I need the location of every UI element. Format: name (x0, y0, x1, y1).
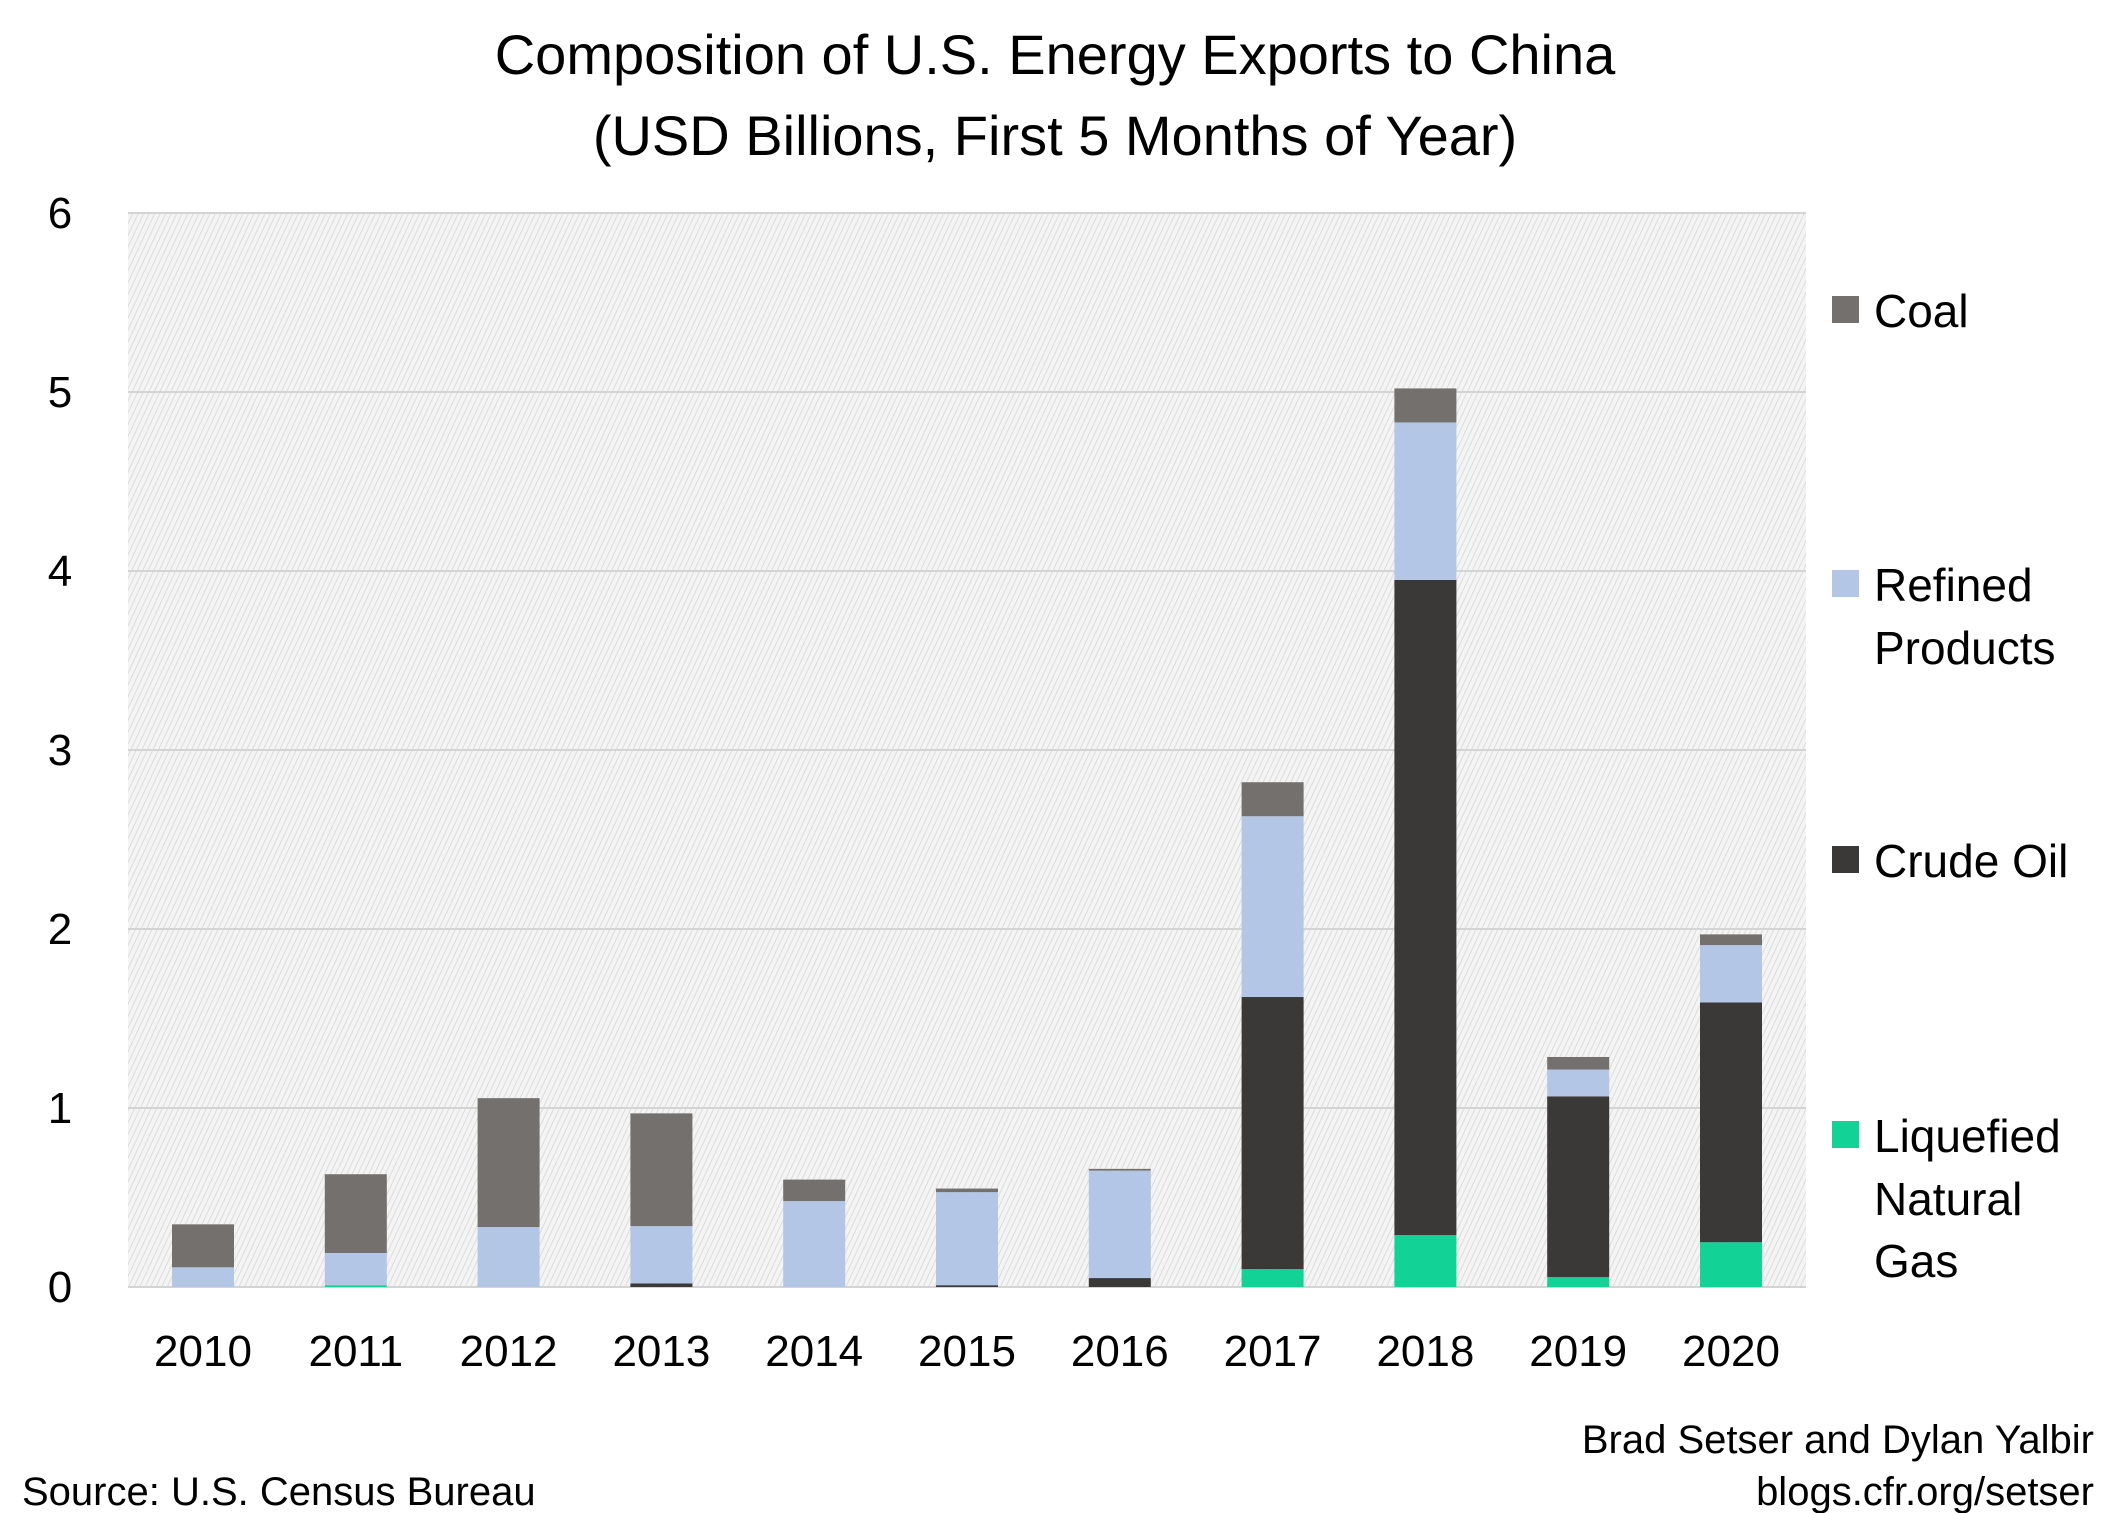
legend-label-liquefied-natural-gas: Natural (1874, 1173, 2022, 1225)
bar-segment-crude-oil-2020 (1700, 1002, 1762, 1243)
bar-segment-refined-products-2017 (1241, 816, 1304, 998)
x-tick-label: 2016 (1071, 1327, 1169, 1376)
bar-segment-liquefied-natural-gas-2017 (1241, 1269, 1304, 1287)
chart-subtitle: (USD Billions, First 5 Months of Year) (593, 104, 1517, 167)
bar-segment-liquefied-natural-gas-2018 (1394, 1235, 1457, 1287)
legend-label-refined-products: Products (1874, 622, 2056, 674)
y-tick-label: 1 (48, 1084, 72, 1133)
bar-segment-crude-oil-2015 (936, 1285, 998, 1287)
bar-segment-refined-products-2012 (477, 1227, 540, 1287)
bar-segment-refined-products-2020 (1700, 945, 1762, 1003)
legend-label-crude-oil: Crude Oil (1874, 835, 2068, 887)
bar-segment-crude-oil-2013 (630, 1283, 693, 1287)
bar-segment-crude-oil-2019 (1547, 1096, 1610, 1278)
x-tick-label: 2011 (308, 1327, 403, 1376)
bar-segment-refined-products-2018 (1394, 422, 1457, 580)
legend-swatch-refined-products (1832, 570, 1859, 597)
bar-segment-coal-2013 (630, 1113, 693, 1227)
bar-segment-coal-2016 (1088, 1168, 1151, 1171)
credit-authors: Brad Setser and Dylan Yalbir (1582, 1418, 2094, 1462)
bar-segment-crude-oil-2017 (1241, 997, 1304, 1270)
legend-swatch-liquefied-natural-gas (1832, 1121, 1859, 1148)
bar-segment-refined-products-2019 (1547, 1069, 1610, 1097)
x-tick-label: 2017 (1224, 1327, 1322, 1376)
source-note: Source: U.S. Census Bureau (22, 1470, 536, 1513)
legend-label-liquefied-natural-gas: Gas (1874, 1235, 1958, 1287)
legend-swatch-crude-oil (1832, 846, 1859, 873)
bar-segment-coal-2014 (783, 1179, 846, 1202)
bar-segment-crude-oil-2018 (1394, 579, 1457, 1236)
legend-label-coal: Coal (1874, 285, 1969, 337)
bar-segment-liquefied-natural-gas-2020 (1700, 1242, 1762, 1287)
y-tick-label: 5 (48, 368, 72, 417)
bar-segment-refined-products-2011 (324, 1252, 387, 1286)
bar-segment-coal-2012 (477, 1098, 540, 1228)
x-tick-label: 2014 (765, 1327, 863, 1376)
y-tick-label: 0 (48, 1263, 72, 1312)
chart-title: Composition of U.S. Energy Exports to Ch… (495, 23, 1616, 86)
bar-segment-liquefied-natural-gas-2019 (1547, 1277, 1610, 1287)
bar-segment-refined-products-2010 (172, 1267, 234, 1287)
bar-segment-coal-2019 (1547, 1056, 1610, 1070)
legend-label-liquefied-natural-gas: Liquefied (1874, 1110, 2061, 1162)
bar-segment-coal-2017 (1241, 782, 1304, 817)
bar-segment-refined-products-2016 (1088, 1170, 1151, 1279)
x-tick-label: 2018 (1376, 1327, 1474, 1376)
bar-segment-refined-products-2014 (783, 1201, 846, 1287)
x-tick-label: 2020 (1682, 1327, 1780, 1376)
bar-segment-coal-2010 (172, 1224, 234, 1268)
credit-site: blogs.cfr.org/setser (1756, 1470, 2094, 1513)
bar-segment-liquefied-natural-gas-2011 (324, 1285, 387, 1287)
bar-segment-refined-products-2015 (936, 1192, 998, 1286)
bar-segment-crude-oil-2016 (1088, 1278, 1151, 1287)
bar-segment-refined-products-2013 (630, 1226, 693, 1284)
y-tick-label: 4 (48, 547, 72, 596)
x-tick-label: 2015 (918, 1327, 1016, 1376)
x-tick-label: 2019 (1529, 1327, 1627, 1376)
bar-segment-coal-2015 (936, 1188, 998, 1193)
y-tick-label: 2 (48, 905, 72, 954)
y-tick-label: 3 (48, 726, 72, 775)
bar-segment-coal-2018 (1394, 388, 1457, 423)
x-tick-label: 2010 (154, 1327, 252, 1376)
bar-segment-coal-2020 (1700, 934, 1762, 946)
y-tick-label: 6 (48, 189, 72, 238)
legend-swatch-coal (1832, 296, 1859, 323)
x-tick-label: 2012 (460, 1327, 558, 1376)
x-tick-label: 2013 (612, 1327, 710, 1376)
bar-segment-coal-2011 (324, 1174, 387, 1253)
legend-label-refined-products: Refined (1874, 559, 2033, 611)
